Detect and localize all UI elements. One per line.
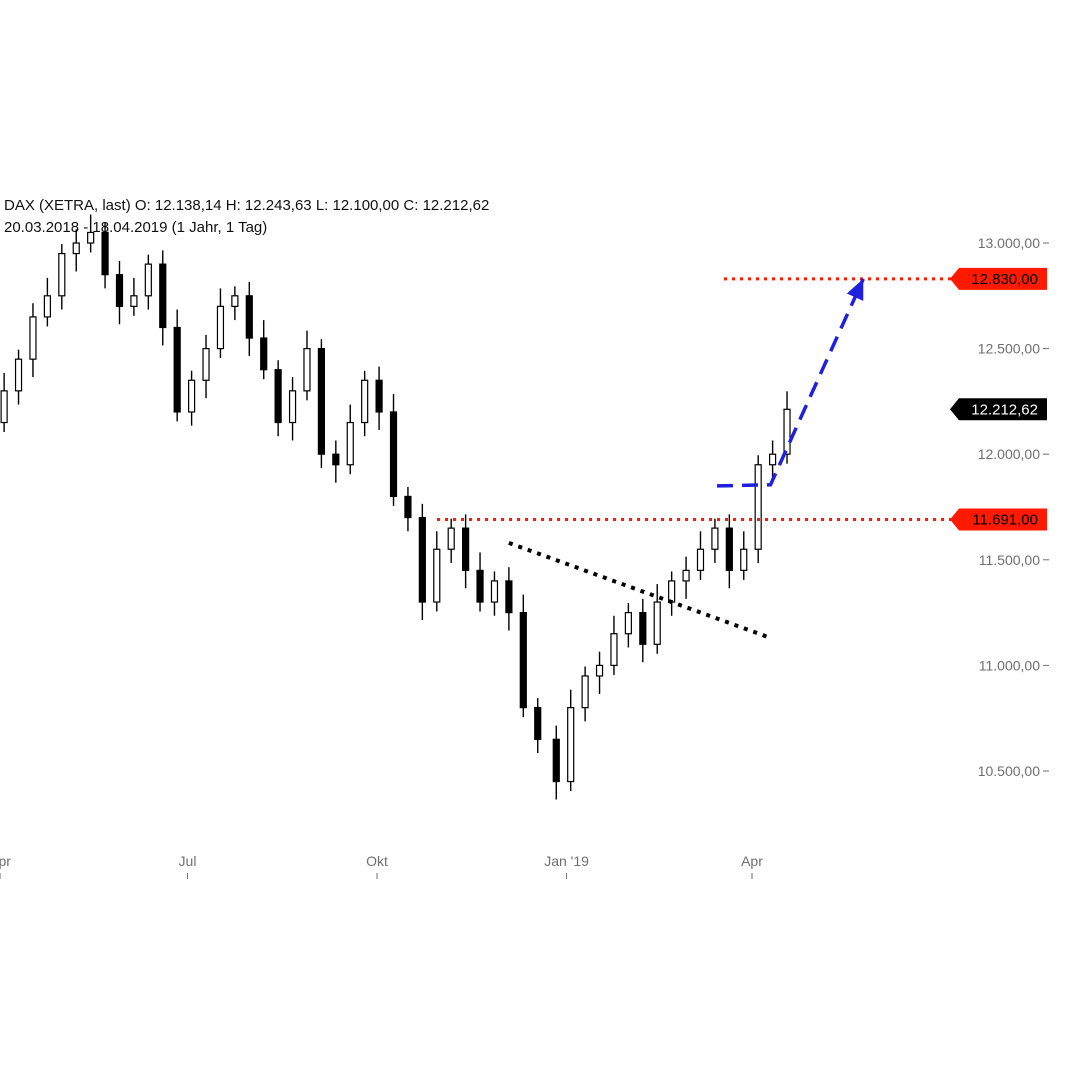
candle [216, 288, 225, 359]
header-date-range: 20.03.2018 - 18.04.2019 (1 Jahr, 1 Tag) [4, 219, 267, 236]
candle [567, 689, 575, 792]
last-price-tag-bg [950, 398, 1047, 421]
level-tag-upper: 12.830,00 [950, 267, 1047, 290]
candle [552, 725, 560, 800]
candle [159, 250, 167, 346]
candle [682, 556, 690, 599]
x-tick-label: Jul [179, 853, 197, 869]
candle [711, 518, 719, 563]
candle [447, 518, 455, 563]
candle [490, 571, 499, 616]
candle [303, 330, 311, 401]
candle [332, 440, 340, 483]
projection-path [716, 278, 865, 488]
trendline-dotted [508, 541, 772, 640]
candle [245, 282, 253, 356]
candle [361, 370, 369, 437]
level-tag-lower: 11.691,00 [950, 508, 1047, 531]
candle [581, 666, 589, 722]
candle [725, 514, 733, 589]
candle [29, 303, 37, 378]
candle [610, 615, 618, 675]
y-tick-label: 11.500,00 [979, 552, 1040, 568]
candle [404, 486, 412, 532]
candle [101, 222, 109, 289]
x-tick-label: Okt [366, 853, 388, 869]
candle [418, 503, 426, 620]
candle [87, 214, 95, 253]
x-tick-label: Apr [741, 853, 763, 869]
candle [595, 651, 604, 694]
candle [274, 360, 282, 437]
candle [534, 698, 542, 754]
y-tick-label: 10.500,00 [978, 763, 1040, 779]
candle [519, 594, 527, 718]
candle [72, 229, 80, 272]
candle [346, 404, 354, 475]
chart-header: DAX (XETRA, last) O: 12.138,14 H: 12.243… [4, 197, 489, 236]
candle [476, 552, 484, 612]
candle [505, 567, 513, 631]
x-axis: Apr Jul Okt Jan '19 Apr [0, 853, 763, 879]
candle [130, 277, 138, 316]
candle [389, 394, 398, 506]
candle [696, 531, 705, 580]
candle [740, 531, 748, 580]
candle [624, 603, 632, 648]
candle [202, 334, 210, 399]
y-tick-label: 11.000,00 [979, 657, 1040, 673]
candle [14, 349, 23, 405]
level-tag-lower-bg [950, 508, 1047, 531]
candle [173, 309, 181, 422]
candle [433, 531, 441, 612]
candle [754, 455, 762, 563]
y-axis: 13.000,00 12.500,00 12.000,00 11.500,00 11.0… [978, 235, 1049, 779]
candle [58, 244, 66, 310]
candle [462, 514, 470, 589]
candle [769, 440, 777, 483]
y-tick-label: 12.000,00 [978, 446, 1040, 462]
candle [231, 286, 239, 321]
candle [115, 260, 124, 325]
candle [375, 366, 383, 430]
price-labels: 12.830,00 12.212,62 11.691,00 [950, 267, 1047, 531]
candle [260, 320, 268, 380]
candle [668, 571, 676, 616]
candle [188, 370, 196, 426]
candle [288, 377, 297, 441]
candle [653, 584, 661, 654]
last-price-tag: 12.212,62 [950, 398, 1047, 421]
projection-arrowhead [846, 278, 864, 301]
y-tick-label: 13.000,00 [978, 235, 1040, 251]
header-title: DAX (XETRA, last) O: 12.138,14 H: 12.243… [4, 197, 489, 214]
candle [43, 277, 51, 327]
annotations [437, 277, 952, 640]
candle [317, 339, 326, 468]
candlestick-series [0, 214, 791, 800]
candle [639, 598, 647, 663]
level-tag-lower-text: 11.691,00 [972, 511, 1038, 528]
x-tick-label: Jan '19 [544, 853, 589, 869]
level-tag-upper-text: 12.830,00 [971, 271, 1038, 288]
x-tick-label: Apr [0, 853, 11, 869]
last-price-tag-text: 12.212,62 [971, 401, 1038, 418]
candle [0, 372, 8, 433]
level-tag-upper-bg [950, 267, 1047, 290]
candle [144, 254, 152, 310]
y-tick-label: 12.500,00 [978, 341, 1040, 357]
